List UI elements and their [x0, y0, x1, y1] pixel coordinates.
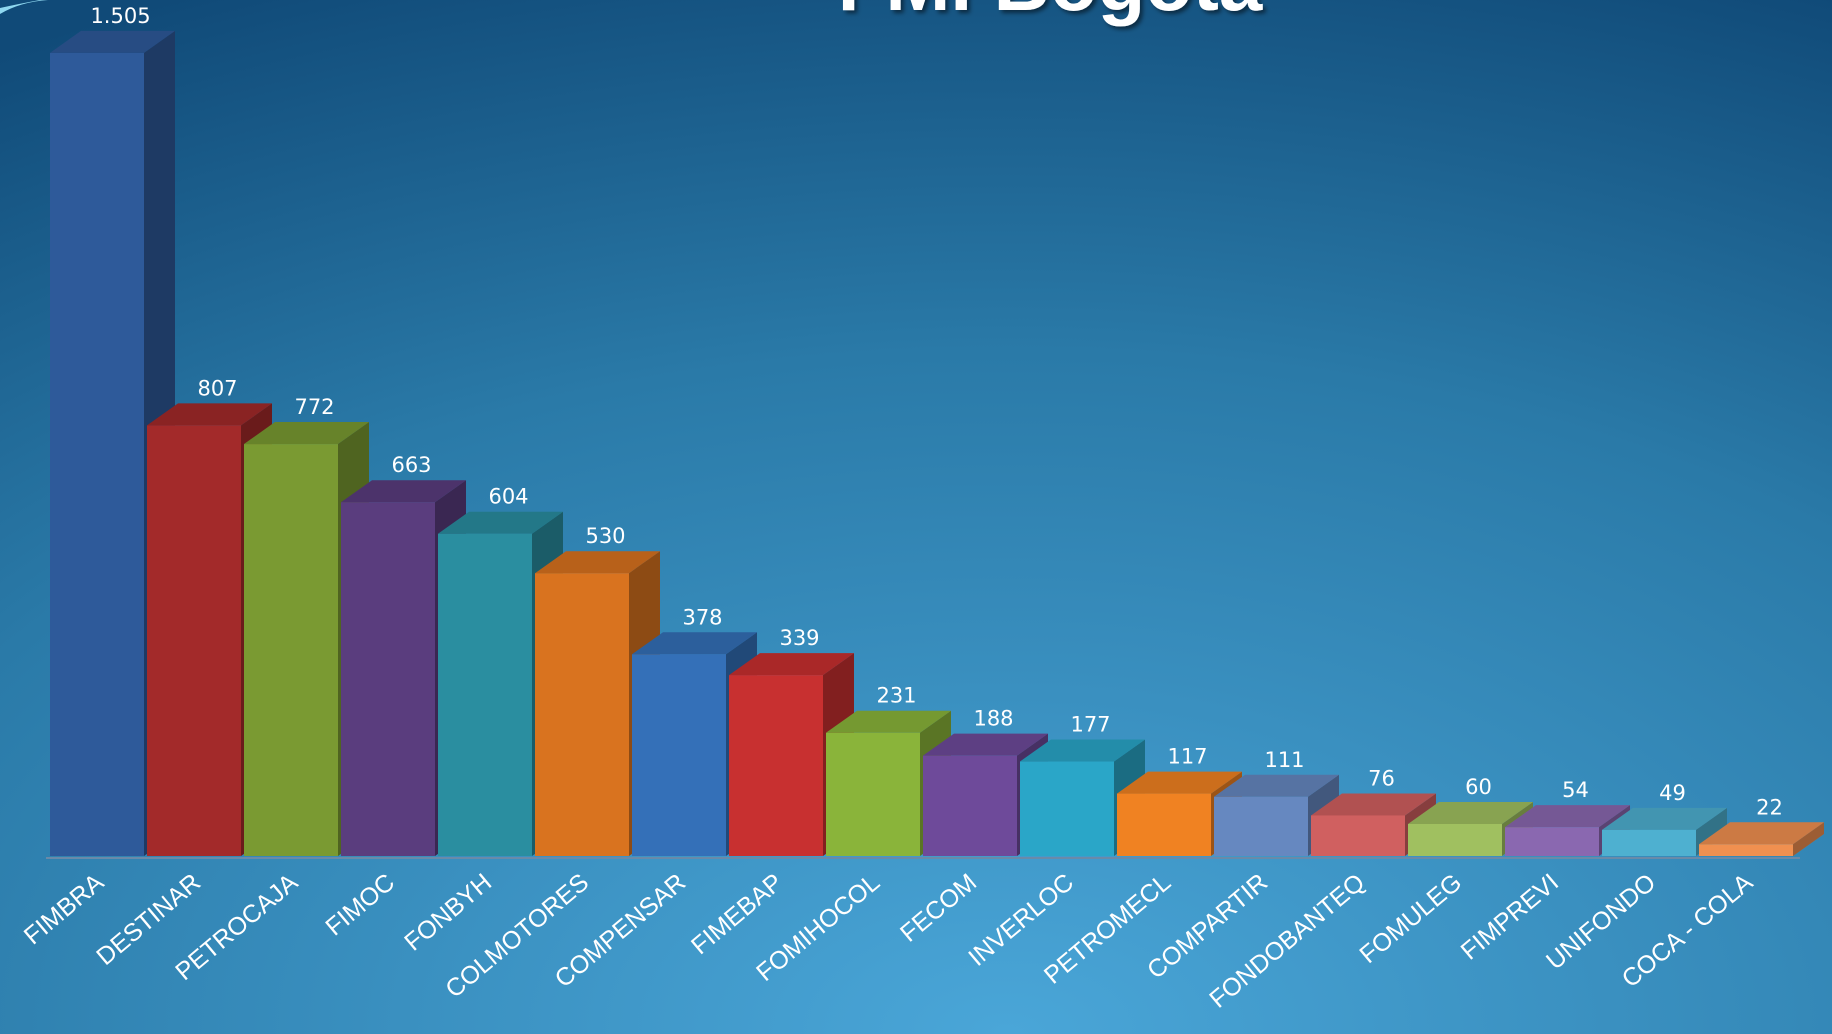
bar-top-shade [147, 403, 272, 426]
bar-top-shade [244, 422, 369, 445]
value-label: 54 [1562, 778, 1589, 802]
bar [1214, 796, 1308, 856]
value-label: 663 [391, 453, 431, 477]
value-label: 49 [1659, 781, 1686, 805]
bar-top [1214, 774, 1339, 797]
bar-top-shade [729, 653, 854, 676]
bar [341, 502, 435, 856]
value-label: 231 [876, 684, 916, 708]
bar-top-shade [632, 632, 757, 655]
bar-top [1020, 739, 1145, 762]
bar-top-shade [1117, 771, 1242, 794]
bar-top [1699, 822, 1824, 845]
bar [1505, 827, 1599, 856]
bar [632, 654, 726, 856]
bar [1311, 815, 1405, 856]
bar [826, 732, 920, 856]
value-label: 1.505 [90, 4, 150, 28]
bar-top-shade [826, 710, 951, 733]
bar-top-shade [1020, 739, 1145, 762]
bar-top [1408, 801, 1533, 824]
bar-top-shade [1699, 822, 1824, 845]
value-label: 807 [197, 376, 237, 400]
bar-top-shade [923, 733, 1048, 756]
bar-top [147, 403, 272, 426]
bar [50, 52, 144, 856]
bar-top [923, 733, 1048, 756]
bar [1699, 844, 1793, 856]
bar-top-shade [1311, 793, 1436, 816]
bar-top-shade [535, 551, 660, 574]
value-label: 378 [682, 605, 722, 629]
value-label: 111 [1264, 748, 1304, 772]
value-label: 604 [488, 485, 528, 509]
bar-top [341, 480, 466, 503]
bar-top [632, 632, 757, 655]
bar-top-shade [438, 511, 563, 534]
chart-title: FMI Bogota [838, 0, 1263, 27]
bar [535, 573, 629, 856]
value-label: 117 [1167, 745, 1207, 769]
value-label: 188 [973, 707, 1013, 731]
bar-top-shade [50, 30, 175, 53]
bar-top-shade [1408, 801, 1533, 824]
bar-top [535, 551, 660, 574]
bar [1602, 829, 1696, 856]
bar-top-shade [1214, 774, 1339, 797]
bar-top-shade [1505, 805, 1630, 828]
bar-top [729, 653, 854, 676]
bar [1408, 823, 1502, 856]
bar-top [1311, 793, 1436, 816]
bar-top [50, 30, 175, 53]
bar-top [826, 710, 951, 733]
bar [147, 425, 241, 856]
value-label: 177 [1070, 713, 1110, 737]
bar-top [244, 422, 369, 445]
bar [438, 533, 532, 856]
bar-top [1117, 771, 1242, 794]
bar-top-shade [341, 480, 466, 503]
value-label: 60 [1465, 775, 1492, 799]
bar-side-shade [1793, 822, 1824, 856]
bar [923, 755, 1017, 856]
value-label: 339 [779, 626, 819, 650]
swoosh [0, 0, 48, 14]
bar [729, 675, 823, 856]
bar-top [1602, 807, 1727, 830]
value-label: 76 [1368, 766, 1395, 790]
bar-top [438, 511, 563, 534]
bar-top [1505, 805, 1630, 828]
bar-top-shade [1602, 807, 1727, 830]
bar [1117, 793, 1211, 856]
bar-side [1793, 822, 1824, 856]
bar [1020, 761, 1114, 856]
value-label: 22 [1756, 795, 1783, 819]
value-label: 772 [294, 395, 334, 419]
value-label: 530 [585, 524, 625, 548]
bar [244, 444, 338, 856]
